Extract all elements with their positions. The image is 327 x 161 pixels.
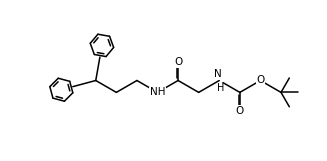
Text: N: N [215,69,222,79]
Text: O: O [256,76,265,85]
Text: H: H [217,83,225,93]
Text: O: O [174,57,182,67]
Text: O: O [236,106,244,116]
Text: NH: NH [150,87,165,97]
